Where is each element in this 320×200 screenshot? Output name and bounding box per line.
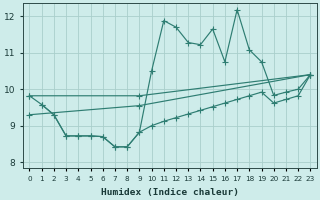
X-axis label: Humidex (Indice chaleur): Humidex (Indice chaleur) (101, 188, 239, 197)
